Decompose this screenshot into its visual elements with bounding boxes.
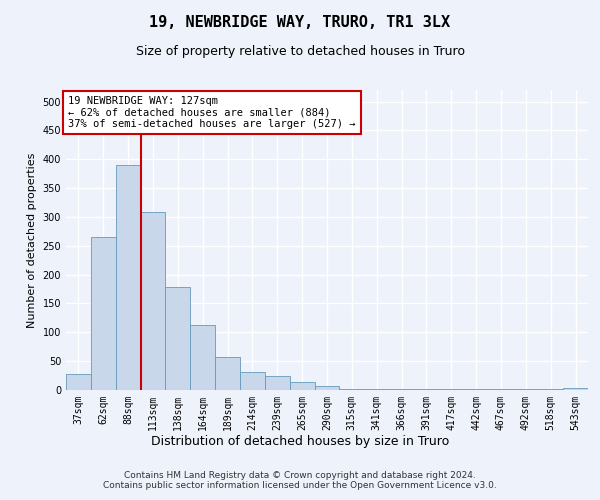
Bar — [66, 374, 91, 390]
Bar — [190, 325, 215, 390]
Bar — [215, 357, 240, 390]
Text: Distribution of detached houses by size in Truro: Distribution of detached houses by size … — [151, 435, 449, 448]
Text: 19 NEWBRIDGE WAY: 127sqm
← 62% of detached houses are smaller (884)
37% of semi-: 19 NEWBRIDGE WAY: 127sqm ← 62% of detach… — [68, 96, 356, 129]
Bar — [140, 212, 166, 390]
Text: Contains HM Land Registry data © Crown copyright and database right 2024.
Contai: Contains HM Land Registry data © Crown c… — [103, 470, 497, 490]
Bar — [265, 376, 290, 390]
Bar — [116, 165, 140, 390]
Bar — [91, 237, 116, 390]
Text: 19, NEWBRIDGE WAY, TRURO, TR1 3LX: 19, NEWBRIDGE WAY, TRURO, TR1 3LX — [149, 15, 451, 30]
Bar — [166, 288, 190, 390]
Bar — [314, 386, 340, 390]
Bar — [340, 389, 364, 390]
Y-axis label: Number of detached properties: Number of detached properties — [27, 152, 37, 328]
Bar — [563, 388, 588, 390]
Bar — [290, 382, 314, 390]
Bar — [240, 372, 265, 390]
Text: Size of property relative to detached houses in Truro: Size of property relative to detached ho… — [136, 45, 464, 58]
